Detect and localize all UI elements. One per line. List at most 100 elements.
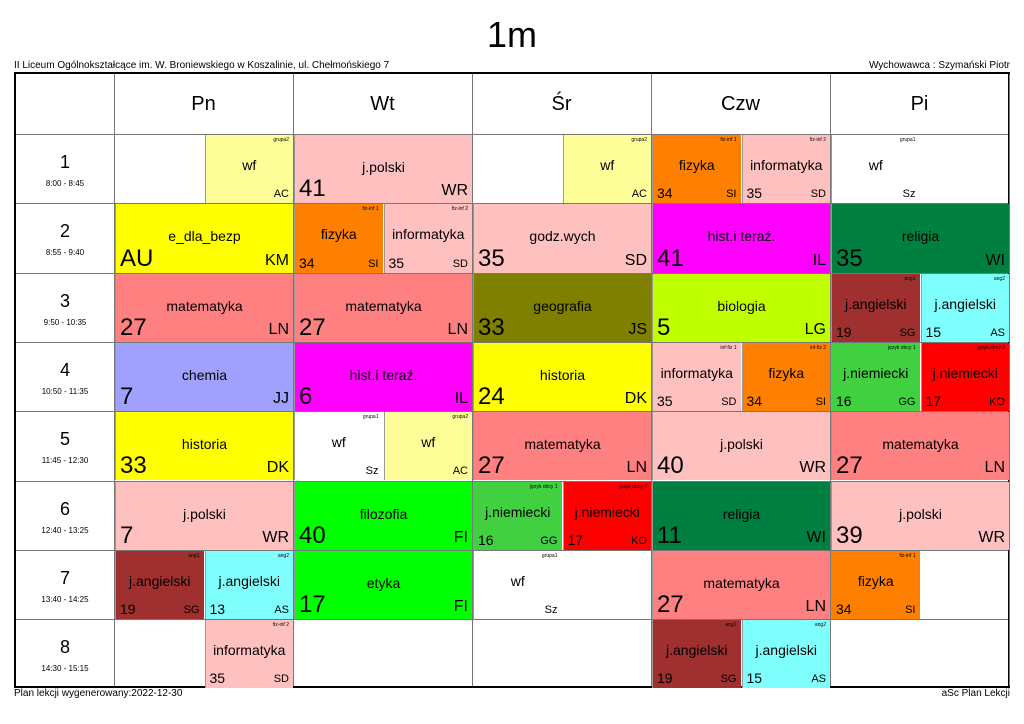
- lesson-cell[interactable]: grupa1 wf Sz: [831, 135, 920, 204]
- lesson-subject: matematyka: [703, 574, 780, 591]
- lesson-cell[interactable]: godz.wych 35 SD: [473, 204, 651, 273]
- period-time: 13:40 - 14:25: [41, 594, 89, 604]
- lesson-cell[interactable]: język obcy 2 j.niemiecki 17 KO: [562, 481, 651, 550]
- lesson-cell[interactable]: historia 24 DK: [473, 342, 651, 412]
- lesson-subject: j.angielski: [845, 295, 907, 312]
- lesson-cell[interactable]: fiz-inf 1 fizyka 34 SI: [831, 550, 920, 620]
- lesson-teacher: LN: [268, 320, 289, 338]
- lesson-teacher: JJ: [273, 390, 289, 408]
- day-header-5: Pi: [910, 92, 929, 115]
- lesson-room: 17: [567, 531, 584, 548]
- lesson-cell[interactable]: grupa2 wf AC: [204, 135, 293, 204]
- period-time: 11:45 - 12:30: [41, 456, 89, 466]
- period-time: 10:50 - 11:35: [41, 386, 89, 396]
- lesson-subject: j.angielski: [666, 642, 728, 659]
- lesson-teacher: AC: [452, 465, 468, 478]
- lesson-room: 11: [657, 521, 682, 549]
- lesson-cell[interactable]: matematyka 27 LN: [473, 412, 651, 481]
- period-number: 3: [59, 290, 70, 311]
- generated-date: Plan lekcji wygenerowany:2022-12-30: [14, 688, 183, 699]
- lesson-cell[interactable]: fiz-inf 1 fizyka 34 SI: [652, 135, 741, 204]
- lesson-subject: matematyka: [524, 436, 601, 453]
- lesson-room: AU: [120, 244, 154, 272]
- lesson-cell[interactable]: ang2 j.angielski 15 AS: [920, 273, 1009, 342]
- lesson-subject: fizyka: [857, 572, 894, 589]
- grid-row-line: [16, 549, 1008, 551]
- lesson-subject: informatyka: [392, 226, 465, 243]
- lesson-teacher: SI: [815, 396, 826, 409]
- lesson-cell[interactable]: ang2 j.angielski 15 AS: [741, 620, 830, 689]
- school-name: II Liceum Ogólnokształcące im. W. Bronie…: [14, 60, 390, 71]
- lesson-cell[interactable]: ang1 j.angielski 19 SG: [115, 550, 204, 620]
- lesson-cell[interactable]: ang1 j.angielski 19 SG: [831, 273, 920, 342]
- lesson-cell[interactable]: hist.i teraź. 6 IL: [294, 342, 472, 412]
- lesson-room: 15: [746, 670, 763, 687]
- lesson-cell[interactable]: fiz-inf 2 informatyka 35 SD: [204, 620, 293, 689]
- lesson-cell[interactable]: hist.i teraź. 41 IL: [652, 204, 830, 273]
- lesson-cell[interactable]: grupa1 wf Sz: [294, 412, 383, 481]
- lesson-teacher: DK: [266, 459, 289, 477]
- lesson-cell[interactable]: fiz-inf 1 fizyka 34 SI: [294, 204, 383, 273]
- class-title: 1m: [486, 14, 537, 55]
- lesson-cell[interactable]: język obcy 1 j.niemiecki 16 GG: [473, 481, 562, 550]
- lesson-cell[interactable]: filozofia 40 FI: [294, 481, 472, 550]
- lesson-group: grupa1: [899, 137, 916, 143]
- lesson-cell[interactable]: geografia 33 JS: [473, 273, 651, 342]
- lesson-cell[interactable]: matematyka 27 LN: [831, 412, 1009, 481]
- lesson-teacher: Sz: [365, 465, 379, 478]
- lesson-cell[interactable]: biologia 5 LG: [652, 273, 830, 342]
- lesson-cell[interactable]: ang2 j.angielski 13 AS: [204, 550, 293, 620]
- lesson-cell[interactable]: j.polski 7 WR: [115, 481, 293, 550]
- lesson-group: ang2: [277, 552, 289, 559]
- period-time: 8:00 - 8:45: [45, 179, 85, 188]
- lesson-cell[interactable]: religia 11 WI: [652, 481, 830, 550]
- lesson-room: 35: [746, 185, 763, 202]
- lesson-room: 41: [657, 244, 684, 272]
- lesson-cell[interactable]: e_dla_bezp AU KM: [115, 204, 293, 273]
- lesson-cell[interactable]: j.polski 39 WR: [831, 481, 1009, 550]
- lesson-cell[interactable]: grupa2 wf AC: [383, 412, 472, 481]
- period-number: 4: [59, 359, 70, 380]
- lesson-group: język obcy 2: [977, 344, 1005, 351]
- grid-column-line: [114, 74, 115, 686]
- lesson-cell[interactable]: etyka 17 FI: [294, 550, 472, 620]
- lesson-room: 34: [299, 254, 315, 271]
- grid-row-line: [16, 272, 1008, 274]
- lesson-group: fiz-inf 2: [272, 622, 289, 629]
- lesson-room: 19: [836, 323, 852, 340]
- lesson-cell[interactable]: chemia 7 JJ: [115, 342, 293, 412]
- lesson-cell[interactable]: historia 33 DK: [115, 412, 293, 481]
- period-time: 14:30 - 15:15: [41, 664, 89, 674]
- lesson-cell[interactable]: język obcy 2 j.niemiecki 17 KO: [920, 342, 1009, 412]
- lesson-cell[interactable]: ang1 j.angielski 19 SG: [652, 620, 741, 689]
- lesson-cell[interactable]: grupa2 wf AC: [562, 135, 651, 204]
- lesson-cell[interactable]: inf-fiz 1 informatyka 35 SD: [652, 342, 741, 412]
- lesson-subject: wf: [421, 434, 436, 451]
- grid-column-line: [651, 74, 652, 686]
- lesson-teacher: JS: [628, 320, 647, 338]
- lesson-teacher: IL: [454, 390, 468, 408]
- lesson-cell[interactable]: inf-fiz 2 fizyka 34 SI: [741, 342, 830, 412]
- lesson-room: 40: [657, 452, 684, 480]
- lesson-cell[interactable]: matematyka 27 LN: [294, 273, 472, 342]
- lesson-group: język obcy 1: [887, 344, 916, 351]
- lesson-teacher: LN: [626, 459, 647, 477]
- lesson-subject: j.niemiecki: [485, 503, 551, 520]
- lesson-cell[interactable]: fiz-inf 2 informatyka 35 SD: [383, 204, 472, 273]
- lesson-cell[interactable]: fiz-inf 2 informatyka 35 SD: [741, 135, 830, 204]
- lesson-cell[interactable]: matematyka 27 LN: [652, 550, 830, 620]
- lesson-cell[interactable]: j.polski 41 WR: [294, 135, 472, 204]
- lesson-cell[interactable]: j.polski 40 WR: [652, 412, 830, 481]
- lesson-cell[interactable]: język obcy 1 j.niemiecki 16 GG: [831, 342, 920, 412]
- lesson-subject: matematyka: [166, 297, 243, 314]
- period-label: 4 10:50 - 11:35: [16, 342, 114, 411]
- lesson-cell[interactable]: grupa1 wf Sz: [473, 550, 562, 620]
- lesson-cell[interactable]: matematyka 27 LN: [115, 273, 293, 342]
- lesson-room: 33: [478, 313, 505, 341]
- lesson-cell[interactable]: religia 35 WI: [831, 204, 1009, 273]
- lesson-subject: religia: [901, 228, 940, 245]
- lesson-room: 35: [836, 244, 863, 272]
- lesson-subject: j.niemiecki: [574, 503, 640, 520]
- lesson-group: inf-fiz 2: [809, 344, 826, 351]
- lesson-room: 7: [120, 383, 134, 411]
